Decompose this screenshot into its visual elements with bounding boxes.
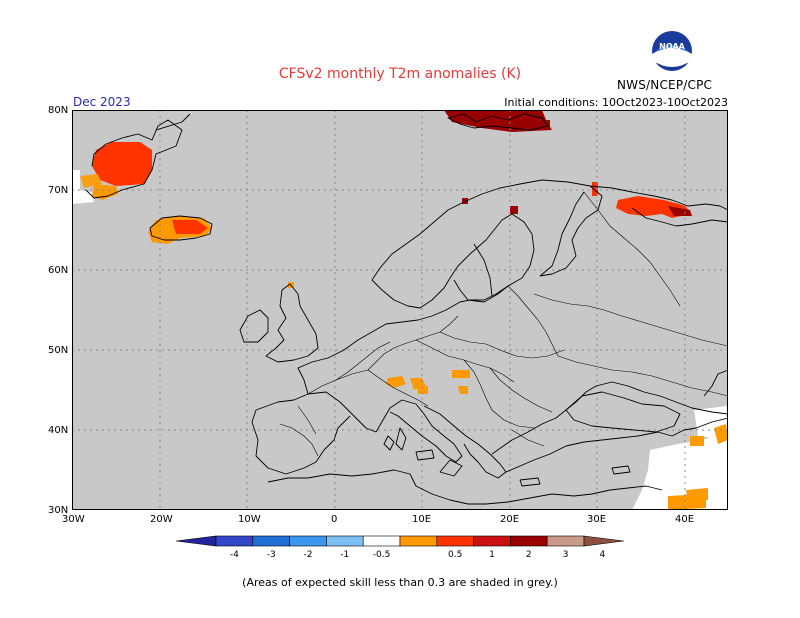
colorbar-tick-label: 2 (526, 550, 532, 560)
initial-conditions-label: Initial conditions: 10Oct2023-10Oct2023 (504, 96, 728, 109)
colorbar-min-arrow (175, 535, 217, 547)
colorbar-segment (399, 535, 438, 547)
colorbar-tick-label: -4 (230, 550, 239, 560)
lat-label: 80N (48, 105, 69, 116)
map-background (72, 110, 728, 510)
colorbar-tick-label: -1 (340, 550, 349, 560)
lon-label: 20W (150, 514, 173, 525)
lat-label: 50N (48, 345, 69, 356)
colorbar-tick-label: -3 (267, 550, 276, 560)
colorbar-segment (252, 535, 290, 547)
lon-label: 10E (412, 514, 432, 525)
lat-label: 60N (48, 265, 69, 276)
logo-text: NOAA (659, 42, 685, 51)
month-label: Dec 2023 (73, 95, 131, 109)
colorbar-segment (546, 535, 585, 547)
lat-lon-grid (72, 110, 728, 510)
lon-label: 30E (587, 514, 607, 525)
lon-label: 40E (675, 514, 695, 525)
colorbar-segment (289, 535, 327, 547)
colorbar-tick-label: 4 (600, 550, 606, 560)
map-frame (72, 110, 728, 510)
colorbar: -4 -3 -2 -1 -0.5 0.5 1 2 3 4 (175, 535, 625, 560)
coastlines (85, 113, 728, 505)
colorbar-segment (362, 535, 401, 547)
organization-label: NWS/NCEP/CPC (617, 78, 713, 92)
chart-title: CFSv2 monthly T2m anomalies (K) (278, 66, 522, 82)
colorbar-tick-label: -0.5 (373, 550, 391, 560)
colorbar-segment (473, 535, 511, 547)
colorbar-segments (175, 535, 625, 547)
colorbar-segment (510, 535, 548, 547)
colorbar-tick-label: 1 (489, 550, 495, 560)
lon-label: 0 (331, 514, 338, 525)
noaa-logo: NOAA (652, 31, 692, 71)
colorbar-max-arrow (583, 535, 625, 547)
colorbar-tick-label: -2 (304, 550, 313, 560)
colorbar-segment (215, 535, 254, 547)
lat-label: 40N (48, 425, 69, 436)
colorbar-tick-label: 3 (563, 550, 569, 560)
lon-label: 30W (62, 514, 85, 525)
colorbar-segment (326, 535, 364, 547)
colorbar-tick-label: 0.5 (448, 550, 462, 560)
lat-label: 70N (48, 185, 69, 196)
lon-label: 20E (500, 514, 520, 525)
lat-label: 30N (48, 505, 69, 516)
footnote: (Areas of expected skill less than 0.3 a… (242, 576, 558, 589)
anomaly-map (72, 110, 728, 510)
lon-label: 10W (238, 514, 261, 525)
anomaly-shading (80, 110, 728, 510)
colorbar-ticks: -4 -3 -2 -1 -0.5 0.5 1 2 3 4 (230, 550, 606, 560)
country-borders (279, 191, 728, 457)
colorbar-segment (436, 535, 474, 547)
